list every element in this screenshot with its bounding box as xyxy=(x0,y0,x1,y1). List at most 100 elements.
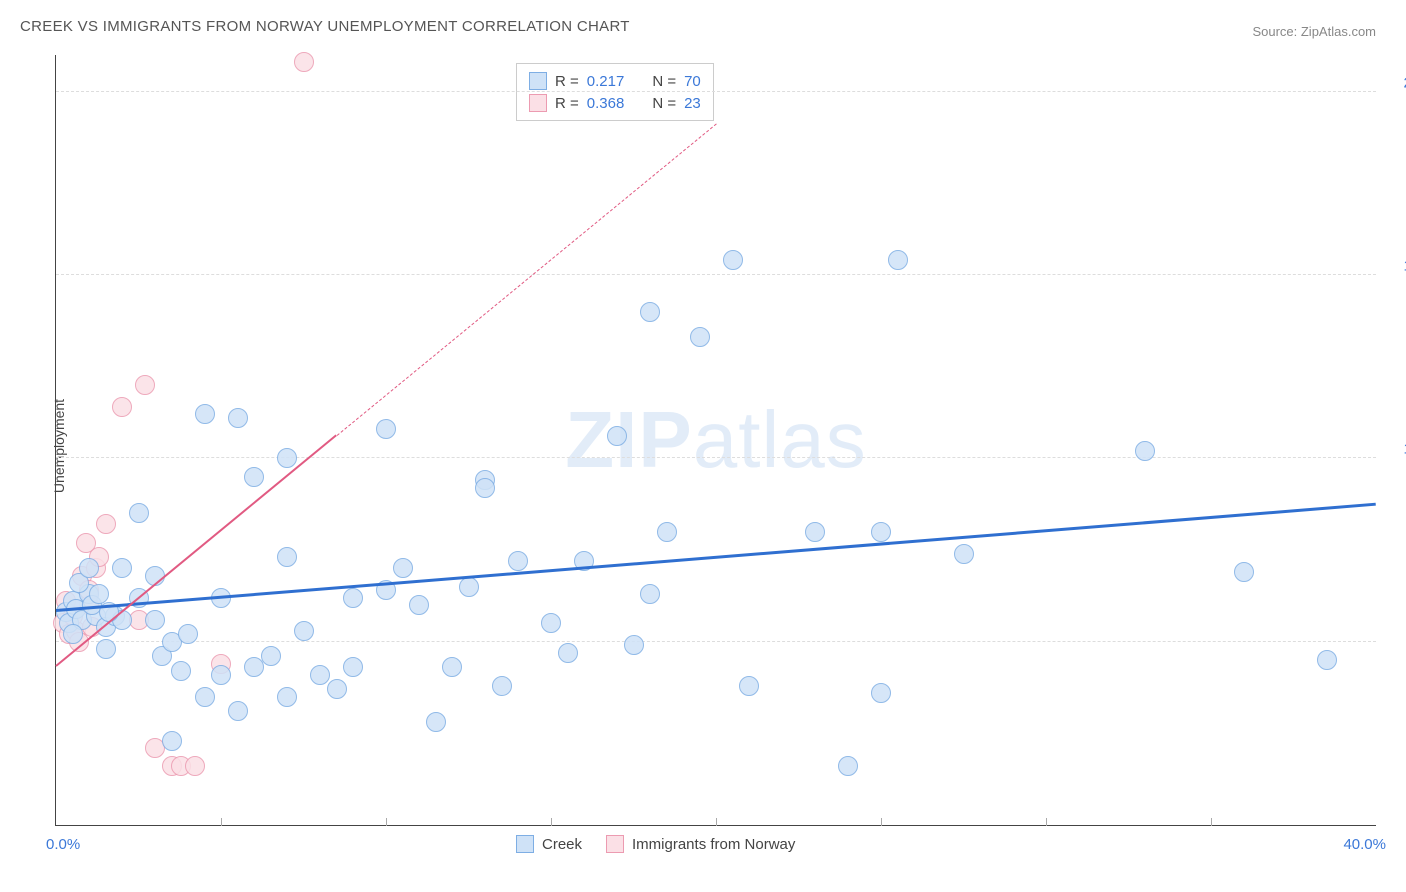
scatter-point xyxy=(294,621,314,641)
scatter-point xyxy=(129,503,149,523)
legend-r-value: 0.368 xyxy=(587,95,625,112)
gridline-v xyxy=(1211,818,1212,826)
scatter-point xyxy=(954,544,974,564)
gridline-h xyxy=(56,274,1376,275)
scatter-point xyxy=(657,522,677,542)
gridline-h xyxy=(56,641,1376,642)
scatter-point xyxy=(442,657,462,677)
scatter-point xyxy=(459,577,479,597)
legend-row: R = 0.217 N = 70 xyxy=(529,70,701,92)
legend-label: Immigrants from Norway xyxy=(632,836,795,853)
source-label: Source: ZipAtlas.com xyxy=(1252,24,1376,39)
scatter-point xyxy=(244,467,264,487)
scatter-point xyxy=(1234,562,1254,582)
scatter-point xyxy=(195,687,215,707)
legend-item: Immigrants from Norway xyxy=(606,835,795,853)
scatter-point xyxy=(171,661,191,681)
scatter-point xyxy=(475,478,495,498)
scatter-point xyxy=(871,683,891,703)
scatter-point xyxy=(426,712,446,732)
legend-series: Creek Immigrants from Norway xyxy=(516,835,795,853)
scatter-point xyxy=(393,558,413,578)
y-tick-label: 10.0% xyxy=(1386,441,1406,458)
scatter-point xyxy=(1317,650,1337,670)
scatter-point xyxy=(739,676,759,696)
scatter-point xyxy=(277,547,297,567)
scatter-point xyxy=(805,522,825,542)
plot-area: ZIPatlas R =0.217N =70R =0.368N =23 Cree… xyxy=(55,55,1376,826)
legend-n-value: 70 xyxy=(684,73,701,90)
scatter-point xyxy=(96,639,116,659)
legend-r-value: 0.217 xyxy=(587,73,625,90)
scatter-point xyxy=(145,610,165,630)
scatter-point xyxy=(343,588,363,608)
scatter-point xyxy=(112,558,132,578)
scatter-point xyxy=(871,522,891,542)
scatter-point xyxy=(327,679,347,699)
legend-item: Creek xyxy=(516,835,582,853)
gridline-h xyxy=(56,457,1376,458)
x-tick-label: 0.0% xyxy=(46,836,80,853)
scatter-point xyxy=(624,635,644,655)
scatter-point xyxy=(541,613,561,633)
scatter-point xyxy=(294,52,314,72)
gridline-v xyxy=(716,818,717,826)
chart-container: CREEK VS IMMIGRANTS FROM NORWAY UNEMPLOY… xyxy=(0,0,1406,892)
legend-swatch xyxy=(529,72,547,90)
y-tick-label: 5.0% xyxy=(1386,624,1406,641)
scatter-point xyxy=(79,558,99,578)
scatter-point xyxy=(888,250,908,270)
scatter-point xyxy=(376,419,396,439)
scatter-point xyxy=(185,756,205,776)
scatter-point xyxy=(310,665,330,685)
legend-correlation: R = 0.217 N = 70 R = 0.368 N = 23 xyxy=(516,63,714,121)
gridline-v xyxy=(881,818,882,826)
scatter-point xyxy=(277,687,297,707)
trend-line xyxy=(336,124,716,436)
x-tick-label: 40.0% xyxy=(1343,836,1386,853)
legend-n-label: N = xyxy=(652,73,676,90)
scatter-point xyxy=(211,665,231,685)
gridline-h xyxy=(56,91,1376,92)
legend-swatch xyxy=(606,835,624,853)
scatter-point xyxy=(343,657,363,677)
scatter-point xyxy=(261,646,281,666)
legend-r-label: R = xyxy=(555,95,579,112)
scatter-point xyxy=(723,250,743,270)
gridline-v xyxy=(1046,818,1047,826)
scatter-point xyxy=(63,624,83,644)
gridline-v xyxy=(386,818,387,826)
legend-swatch xyxy=(529,94,547,112)
scatter-point xyxy=(640,302,660,322)
legend-n-value: 23 xyxy=(684,95,701,112)
scatter-point xyxy=(1135,441,1155,461)
scatter-point xyxy=(838,756,858,776)
scatter-point xyxy=(492,676,512,696)
scatter-point xyxy=(112,397,132,417)
gridline-v xyxy=(221,818,222,826)
chart-title: CREEK VS IMMIGRANTS FROM NORWAY UNEMPLOY… xyxy=(20,18,630,35)
scatter-point xyxy=(607,426,627,446)
legend-r-label: R = xyxy=(555,73,579,90)
legend-label: Creek xyxy=(542,836,582,853)
scatter-point xyxy=(228,701,248,721)
trend-line xyxy=(56,503,1376,612)
scatter-point xyxy=(89,584,109,604)
scatter-point xyxy=(277,448,297,468)
scatter-point xyxy=(135,375,155,395)
scatter-point xyxy=(690,327,710,347)
scatter-point xyxy=(558,643,578,663)
scatter-point xyxy=(228,408,248,428)
y-tick-label: 20.0% xyxy=(1386,74,1406,91)
scatter-point xyxy=(508,551,528,571)
scatter-point xyxy=(195,404,215,424)
y-tick-label: 15.0% xyxy=(1386,258,1406,275)
legend-n-label: N = xyxy=(652,95,676,112)
scatter-point xyxy=(178,624,198,644)
scatter-point xyxy=(162,731,182,751)
gridline-v xyxy=(551,818,552,826)
scatter-point xyxy=(409,595,429,615)
legend-swatch xyxy=(516,835,534,853)
scatter-point xyxy=(96,514,116,534)
scatter-point xyxy=(640,584,660,604)
